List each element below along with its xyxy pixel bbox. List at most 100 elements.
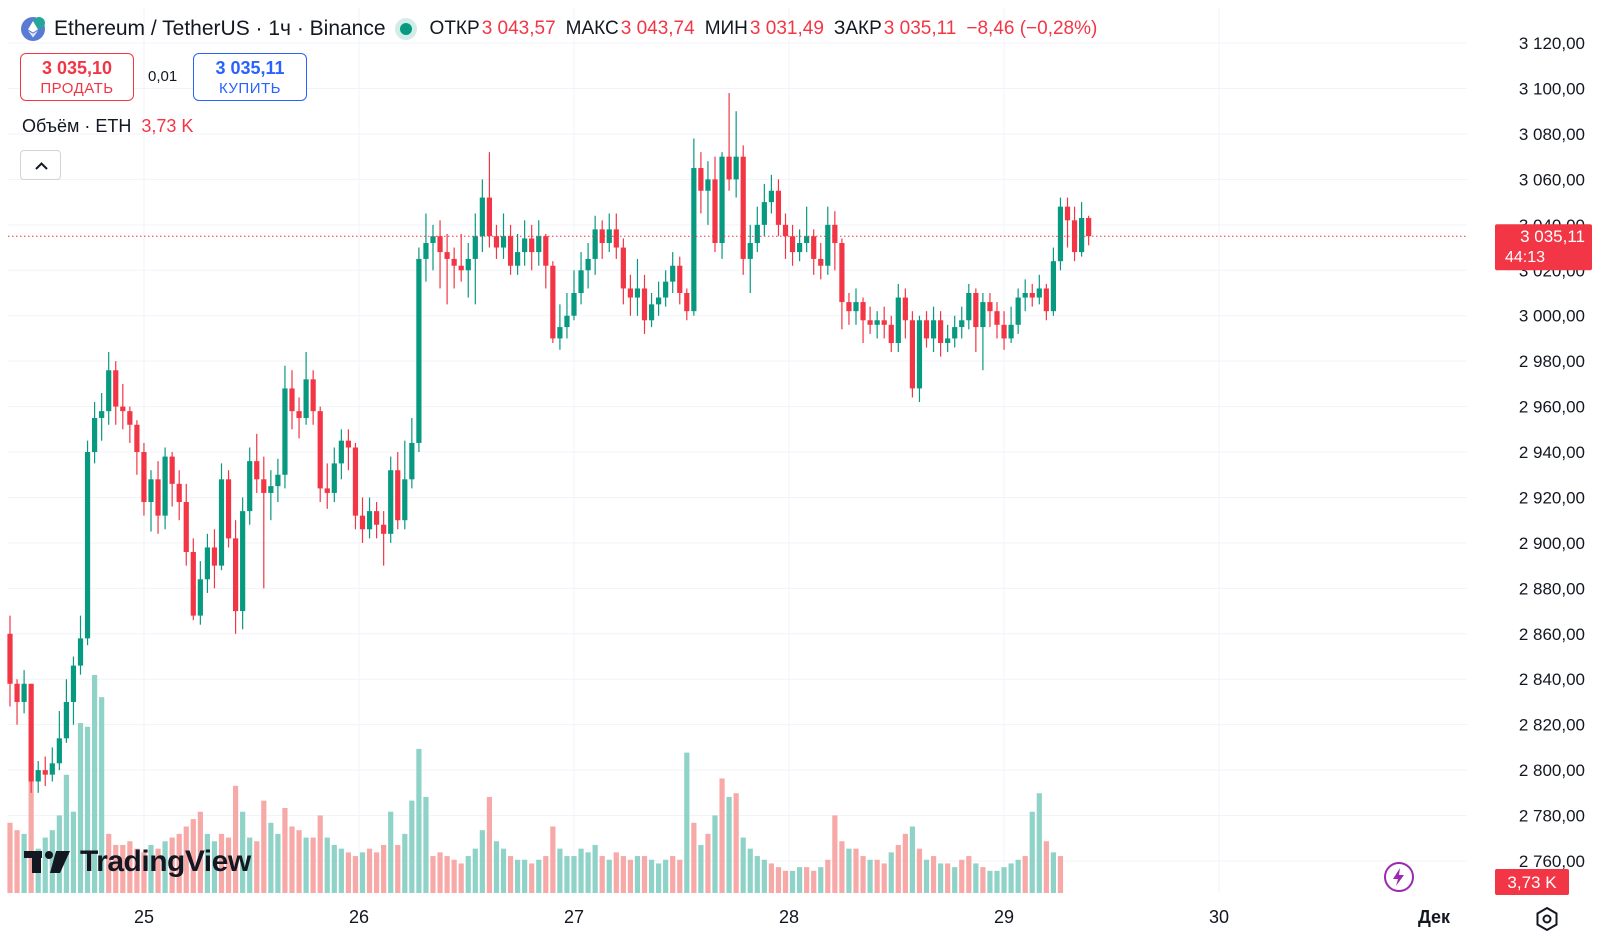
volume-bar	[952, 867, 958, 893]
volume-legend[interactable]: Объём · ETH 3,73 K	[22, 116, 193, 137]
candle-body	[225, 479, 232, 539]
x-axis-label: 25	[134, 907, 154, 927]
candle-body	[698, 168, 704, 191]
volume-bar	[797, 867, 803, 893]
candle-body	[395, 470, 401, 521]
candle-body	[832, 224, 838, 244]
candle-body	[84, 452, 91, 639]
volume-bar	[768, 863, 774, 893]
candle-body	[472, 236, 478, 259]
gear-icon[interactable]	[1534, 906, 1560, 932]
volume-bar	[930, 856, 937, 893]
candle-body	[677, 265, 683, 293]
y-axis-label: 2 880,00	[1519, 579, 1585, 598]
volume-bar	[106, 833, 112, 893]
volume-bar	[395, 844, 401, 893]
tradingview-logo-mark	[24, 851, 70, 873]
volume-bar	[317, 815, 323, 893]
candle-body	[656, 297, 662, 305]
candle-body	[359, 515, 366, 530]
candle-body	[451, 258, 457, 266]
candle-body	[1029, 293, 1035, 298]
candle-body	[909, 320, 915, 389]
market-status-dot[interactable]	[399, 23, 412, 35]
x-axis-label: 29	[994, 907, 1014, 927]
volume-bar	[289, 826, 295, 893]
candle-body	[550, 265, 556, 339]
volume-bar	[761, 859, 767, 893]
candle-body	[1064, 206, 1071, 221]
volume-bar	[338, 848, 344, 893]
volume-bar	[324, 837, 330, 893]
buy-button[interactable]: 3 035,11 КУПИТЬ	[193, 53, 307, 101]
volume-bar	[99, 697, 105, 893]
candle-body	[557, 327, 563, 339]
sell-label: ПРОДАТЬ	[40, 80, 114, 97]
volume-legend-value: 3,73 K	[141, 116, 194, 136]
y-axis-label: 3 120,00	[1519, 34, 1585, 53]
candle-body	[543, 236, 549, 266]
volume-bar	[49, 830, 55, 893]
volume-bar	[564, 856, 570, 893]
volume-bar	[113, 844, 119, 893]
y-axis-label: 2 840,00	[1519, 670, 1585, 689]
candle-body	[592, 229, 598, 259]
volume-bar	[402, 833, 408, 893]
candle-body	[902, 297, 908, 321]
volume-bar	[557, 848, 563, 893]
volume-bar	[994, 870, 1000, 893]
volume-bar	[825, 859, 831, 893]
candle-body	[945, 338, 951, 343]
x-axis-label: 27	[564, 907, 584, 927]
lightning-icon[interactable]	[1384, 862, 1414, 892]
volume-bar	[416, 748, 422, 893]
candle-body	[430, 236, 436, 244]
volume-bar	[641, 856, 648, 893]
candle-body	[155, 479, 161, 516]
low-value: 3 031,49	[749, 18, 824, 39]
x-axis-label: Дек	[1418, 907, 1451, 927]
candle-body	[726, 156, 732, 180]
volume-bar	[656, 863, 662, 893]
high-label: МАКС	[565, 18, 619, 39]
volume-bar	[529, 863, 535, 893]
candle-body	[585, 258, 591, 271]
volume-bar	[204, 833, 210, 893]
y-axis-label: 2 760,00	[1519, 852, 1585, 871]
candle-body	[493, 236, 500, 248]
ethereum-icon[interactable]	[20, 16, 46, 42]
volume-bar	[176, 833, 182, 893]
symbol-title[interactable]: Ethereum / TetherUS · 1ч · Binance	[54, 17, 386, 40]
candle-body	[77, 638, 84, 666]
collapse-legend-button[interactable]	[20, 150, 61, 180]
volume-bar	[966, 856, 972, 893]
y-axis-label: 2 780,00	[1519, 807, 1585, 826]
volume-bar	[1057, 856, 1064, 893]
high-value: 3 043,74	[620, 18, 695, 39]
candle-body	[797, 243, 803, 253]
candle-body	[296, 411, 302, 418]
candle-body	[70, 665, 77, 702]
volume-bar	[839, 841, 845, 893]
y-axis-label: 3 080,00	[1519, 125, 1585, 144]
volume-bar	[134, 848, 140, 893]
sell-button[interactable]: 3 035,10 ПРОДАТЬ	[20, 53, 134, 101]
volume-bar	[853, 848, 859, 893]
candle-body	[599, 229, 605, 244]
tradingview-logo[interactable]: TradingView	[24, 845, 251, 879]
volume-bar	[63, 774, 69, 893]
x-axis-label: 28	[779, 907, 799, 927]
candle-body	[1036, 288, 1042, 298]
candle-body	[952, 327, 958, 339]
last-volume-tag	[1495, 869, 1569, 895]
candle-body	[254, 461, 260, 480]
volume-bar	[465, 856, 471, 893]
lightning-glyph	[1393, 868, 1404, 886]
volume-bar	[578, 848, 584, 893]
candle-body	[571, 293, 577, 316]
candle-body	[867, 320, 873, 325]
volume-bar	[712, 815, 718, 893]
candle-body	[99, 411, 105, 418]
buy-price: 3 035,11	[215, 58, 285, 78]
